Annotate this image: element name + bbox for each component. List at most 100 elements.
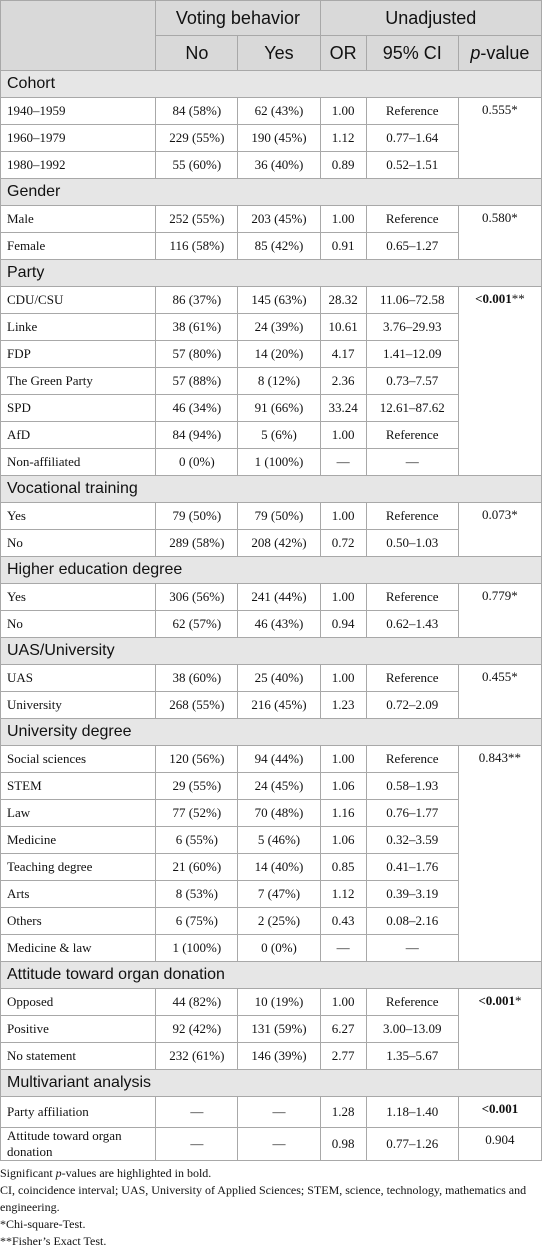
odds-ratio-cell: 1.00 [319, 205, 367, 233]
voting-yes-cell: 0 (0%) [237, 934, 321, 962]
voting-no-cell: 77 (52%) [155, 799, 239, 827]
odds-ratio-cell: 0.89 [319, 151, 367, 179]
note-chi-square: *Chi-square-Test. [0, 1217, 86, 1231]
voting-no-cell: 252 (55%) [155, 205, 239, 233]
voting-no-cell: 232 (61%) [155, 1042, 239, 1070]
header-unadjusted: Unadjusted [319, 0, 542, 36]
header-p-value: p-value [457, 35, 542, 71]
odds-ratio-cell: 1.00 [319, 421, 367, 449]
p-value-footnote-mark: ** [511, 291, 525, 306]
row-label: Law [0, 799, 157, 827]
p-value-text: 0.779* [482, 588, 518, 603]
ci-cell: 3.00–13.09 [365, 1015, 459, 1043]
row-label: Attitude toward organ donation [0, 1127, 157, 1161]
section-header-row: Cohort [0, 70, 542, 98]
voting-yes-cell: 145 (63%) [237, 286, 321, 314]
voting-yes-cell: 241 (44%) [237, 583, 321, 611]
voting-no-cell: 29 (55%) [155, 772, 239, 800]
section-header-row: Attitude toward organ donation [0, 961, 542, 989]
table-row: Teaching degree 21 (60%) 14 (40%) 0.85 0.41–… [0, 853, 542, 881]
voting-yes-cell: 70 (48%) [237, 799, 321, 827]
odds-ratio-cell: 1.06 [319, 826, 367, 854]
voting-yes-cell: 79 (50%) [237, 502, 321, 530]
ci-cell: 0.41–1.76 [365, 853, 459, 881]
table-row: No 62 (57%) 46 (43%) 0.94 0.62–1.43 [0, 610, 542, 638]
row-label: Teaching degree [0, 853, 157, 881]
ci-cell: 0.52–1.51 [365, 151, 459, 179]
voting-yes-cell: 62 (43%) [237, 97, 321, 125]
odds-ratio-cell: 2.36 [319, 367, 367, 395]
table-row: Positive 92 (42%) 131 (59%) 6.27 3.00–13.09 [0, 1015, 542, 1043]
row-label: 1940–1959 [0, 97, 157, 125]
row-label: Party affiliation [0, 1096, 157, 1128]
odds-ratio-cell: 2.77 [319, 1042, 367, 1070]
table-row: 1940–1959 84 (58%) 62 (43%) 1.00 Reference 0.… [0, 97, 542, 179]
voting-no-cell: 92 (42%) [155, 1015, 239, 1043]
odds-ratio-cell: 0.98 [319, 1127, 367, 1161]
row-label: Yes [0, 502, 157, 530]
p-value-cell: 0.843** [457, 745, 542, 962]
voting-no-cell: 8 (53%) [155, 880, 239, 908]
odds-ratio-cell: 6.27 [319, 1015, 367, 1043]
voting-yes-cell: 146 (39%) [237, 1042, 321, 1070]
voting-yes-cell: 1 (100%) [237, 448, 321, 476]
section-header-row: Vocational training [0, 475, 542, 503]
table-row: Arts 8 (53%) 7 (47%) 1.12 0.39–3.19 [0, 880, 542, 908]
voting-no-cell: 79 (50%) [155, 502, 239, 530]
row-label: CDU/CSU [0, 286, 157, 314]
ci-cell: 0.65–1.27 [365, 232, 459, 260]
row-label: Opposed [0, 988, 157, 1016]
header-no: No [155, 35, 239, 71]
voting-yes-cell: 14 (20%) [237, 340, 321, 368]
table-row: Attitude toward organ donation — —0.98 0.77… [0, 1127, 542, 1161]
odds-ratio-cell: 4.17 [319, 340, 367, 368]
voting-no-cell: 86 (37%) [155, 286, 239, 314]
table-row: STEM 29 (55%) 24 (45%) 1.06 0.58–1.93 [0, 772, 542, 800]
table-notes: Significant p-values are highlighted in … [0, 1161, 542, 1250]
odds-ratio-cell: 28.32 [319, 286, 367, 314]
odds-ratio-cell: 1.12 [319, 880, 367, 908]
p-value-cell: <0.001** [457, 286, 542, 476]
p-value-text: <0.001 [475, 291, 512, 306]
voting-yes-cell: 208 (42%) [237, 529, 321, 557]
note-fisher: **Fisher’s Exact Test. [0, 1234, 107, 1248]
table-row: 1980–1992 55 (60%) 36 (40%) 0.89 0.52–1.51 [0, 151, 542, 179]
voting-no-cell: 268 (55%) [155, 691, 239, 719]
section-header-row: Party [0, 259, 542, 287]
ci-cell: Reference [365, 745, 459, 773]
table-row: UAS 38 (60%) 25 (40%) 1.00 Reference 0.455* [0, 664, 542, 719]
voting-yes-cell: 24 (39%) [237, 313, 321, 341]
p-value-cell: 0.904 [457, 1127, 542, 1161]
odds-ratio-cell: 0.85 [319, 853, 367, 881]
row-label: No [0, 529, 157, 557]
section-title: Multivariant analysis [0, 1069, 542, 1097]
voting-no-cell: 57 (88%) [155, 367, 239, 395]
voting-no-cell: 57 (80%) [155, 340, 239, 368]
section-title: Cohort [0, 70, 542, 98]
row-label: Medicine [0, 826, 157, 854]
voting-yes-cell: 94 (44%) [237, 745, 321, 773]
ci-cell: 0.08–2.16 [365, 907, 459, 935]
note-significance: Significant p-values are highlighted in … [0, 1166, 212, 1180]
ci-cell: 0.77–1.26 [365, 1127, 459, 1161]
ci-cell: Reference [365, 988, 459, 1016]
table-row: No 289 (58%) 208 (42%) 0.72 0.50–1.03 [0, 529, 542, 557]
odds-ratio-cell: 0.43 [319, 907, 367, 935]
odds-ratio-cell: 1.28 [319, 1096, 367, 1128]
ci-cell: 1.41–12.09 [365, 340, 459, 368]
voting-no-cell: — [155, 1127, 239, 1161]
ci-cell: 0.72–2.09 [365, 691, 459, 719]
section-title: Attitude toward organ donation [0, 961, 542, 989]
p-value-text: 0.580* [482, 210, 518, 225]
voting-yes-cell: 7 (47%) [237, 880, 321, 908]
p-value-cell: 0.555* [457, 97, 542, 179]
ci-cell: 0.62–1.43 [365, 610, 459, 638]
voting-yes-cell: 216 (45%) [237, 691, 321, 719]
row-label: Positive [0, 1015, 157, 1043]
voting-yes-cell: — [237, 1127, 321, 1161]
odds-ratio-cell: 1.00 [319, 664, 367, 692]
note-abbreviations: CI, coincidence interval; UAS, Universit… [0, 1183, 527, 1214]
section-header-row: Multivariant analysis [0, 1069, 542, 1097]
row-label: Male [0, 205, 157, 233]
section-header-row: Gender [0, 178, 542, 206]
